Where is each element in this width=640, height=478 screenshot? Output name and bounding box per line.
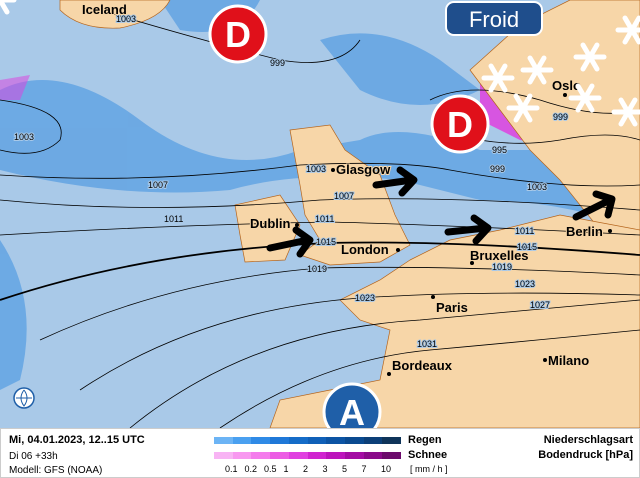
snow-color-swatch	[344, 452, 364, 459]
arrow-icon	[572, 190, 616, 221]
svg-text:999: 999	[490, 164, 505, 174]
colorbar-tick: 5	[342, 464, 348, 474]
snow-color-swatch	[214, 452, 233, 459]
colorbar-tick: 0.5	[264, 464, 277, 474]
svg-text:1007: 1007	[334, 191, 354, 201]
svg-text:995: 995	[492, 145, 507, 155]
globe-icon	[13, 387, 35, 409]
high-pressure-marker: A	[322, 382, 382, 428]
colorbar-tick: 7	[361, 464, 367, 474]
forecast-run: Di 06 +33h	[9, 451, 58, 462]
colorbar-tick: 0.2	[244, 464, 258, 474]
svg-text:1023: 1023	[355, 293, 375, 303]
svg-text:1015: 1015	[517, 242, 537, 252]
snow-color-swatch	[251, 452, 271, 459]
colorbar-tick: 1	[283, 464, 289, 474]
city-dublin: Dublin	[250, 216, 290, 231]
colorbar-tick: 0.1	[225, 464, 238, 474]
unit-label: [ mm / h ]	[410, 464, 448, 474]
great-britain	[289, 124, 411, 266]
city-berlin: Berlin	[566, 224, 603, 239]
svg-text:1011: 1011	[515, 226, 534, 236]
snow-color-swatch	[363, 452, 383, 459]
city-bruxelles: Bruxelles	[470, 248, 529, 263]
snow-color-swatch	[270, 452, 289, 459]
svg-text:A: A	[339, 392, 365, 428]
rain-label: Regen	[408, 434, 442, 446]
city-glasgow: Glasgow	[336, 162, 391, 177]
snow-color-swatch	[232, 452, 252, 459]
snow-color-swatch	[307, 452, 327, 459]
svg-text:1019: 1019	[307, 264, 327, 274]
rain-colorbar	[214, 437, 402, 444]
arrow-icon	[444, 214, 492, 245]
svg-text:1003: 1003	[116, 14, 136, 24]
svg-text:1011: 1011	[164, 214, 183, 224]
city-paris: Paris	[436, 300, 468, 315]
region-label-iceland: Iceland	[82, 2, 127, 17]
colorbar-tick: 10	[381, 464, 392, 474]
snow-color-swatch	[288, 452, 308, 459]
city-london: London	[341, 242, 389, 257]
colorbar-ticks: 0.1 0.2 0.5 1 2 3 5 7 10	[225, 464, 401, 474]
rain-color-swatch	[270, 437, 289, 444]
colorbar-tick: 3	[322, 464, 328, 474]
arrow-icon	[372, 166, 418, 197]
froid-badge: Froid	[445, 1, 543, 36]
rain-color-swatch	[344, 437, 364, 444]
svg-text:1015: 1015	[316, 237, 336, 247]
svg-text:1031: 1031	[417, 339, 437, 349]
snow-colorbar	[214, 452, 402, 459]
rain-color-swatch	[214, 437, 233, 444]
svg-text:1019: 1019	[492, 262, 512, 272]
svg-text:1007: 1007	[148, 180, 168, 190]
svg-text:999: 999	[270, 58, 285, 68]
snow-color-swatch	[326, 452, 345, 459]
snow-color-swatch	[382, 452, 402, 459]
svg-text:D: D	[225, 14, 251, 55]
low-pressure-marker: D	[208, 4, 268, 64]
weather-map: 1003 999 1003 1007 1011 1003 1007 1011 1…	[0, 0, 640, 428]
svg-text:1003: 1003	[527, 182, 547, 192]
colorbar-tick: 2	[303, 464, 309, 474]
svg-text:1003: 1003	[306, 164, 326, 174]
snow-symbols	[0, 0, 640, 124]
snow-label: Schnee	[408, 449, 448, 461]
forecast-date: Mi, 04.01.2023, 12..15 UTC	[9, 434, 145, 446]
rain-color-swatch	[326, 437, 345, 444]
city-oslo: Oslo	[552, 78, 581, 93]
arrow-icon	[266, 226, 314, 258]
legend: Mi, 04.01.2023, 12..15 UTC Di 06 +33h Mo…	[0, 428, 640, 478]
city-bordeaux: Bordeaux	[392, 358, 453, 373]
rain-color-swatch	[363, 437, 383, 444]
model-name: Modell: GFS (NOAA)	[9, 465, 103, 476]
legend-title-type: Niederschlagsart	[543, 434, 633, 446]
wind-arrows	[266, 166, 616, 258]
rain-color-swatch	[232, 437, 252, 444]
continent	[269, 214, 640, 428]
city-milano: Milano	[548, 353, 589, 368]
svg-text:1003: 1003	[14, 132, 34, 142]
rain-color-swatch	[251, 437, 271, 444]
svg-text:1027: 1027	[530, 300, 550, 310]
svg-text:Froid: Froid	[469, 7, 519, 32]
svg-text:D: D	[447, 104, 473, 145]
cities: Iceland Oslo Glasgow Dublin London Bruxe…	[81, 1, 612, 376]
low-pressure-marker: D	[430, 94, 490, 154]
rain-color-swatch	[288, 437, 308, 444]
svg-text:999: 999	[553, 112, 568, 122]
svg-text:1011: 1011	[315, 214, 334, 224]
legend-title-pressure: Bodendruck [hPa]	[538, 449, 633, 461]
isobar-labels: 1003 999 1003 1007 1011 1003 1007 1011 1…	[13, 13, 569, 350]
rain-color-swatch	[382, 437, 402, 444]
rain-color-swatch	[307, 437, 327, 444]
isobars	[0, 9, 640, 428]
svg-text:1023: 1023	[515, 279, 535, 289]
